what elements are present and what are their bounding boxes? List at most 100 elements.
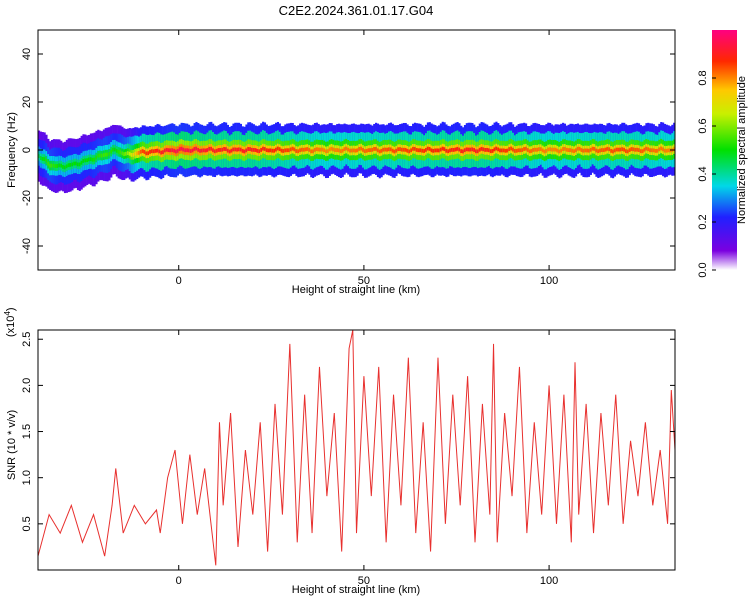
snr-x-tick-label: 0: [176, 575, 182, 587]
spectrogram-cell: [641, 149, 644, 154]
spectrogram-cell: [439, 147, 442, 152]
spectrogram-cell: [162, 150, 165, 155]
spectrogram-cell: [563, 146, 567, 151]
spectrogram-cell: [43, 157, 46, 162]
spectrogram-cell: [71, 162, 74, 167]
spectrogram-cell: [347, 147, 350, 152]
spectrogram-cell: [600, 148, 604, 152]
spectrogram-cell: [221, 147, 224, 152]
spectrogram-cell: [471, 147, 474, 152]
spectrogram-cell: [412, 146, 415, 151]
spectrogram-cell: [306, 147, 309, 151]
spectrogram-cell: [402, 147, 405, 152]
spectrogram-cell: [456, 146, 459, 151]
spectrogram-cell: [532, 148, 535, 152]
spectrogram-y-tick-label: -40: [21, 238, 33, 254]
spectrogram-cell: [419, 148, 422, 153]
spectrogram-cell: [139, 149, 142, 154]
spectrogram-cell: [395, 148, 398, 153]
spectrogram-cell: [565, 147, 568, 152]
spectrogram-cell: [380, 148, 383, 153]
spectrogram-cell: [465, 147, 468, 152]
spectrogram-cell: [363, 149, 367, 154]
spectrogram-cell: [41, 156, 44, 161]
spectrogram-cell: [452, 148, 455, 152]
spectrogram-cell: [552, 147, 555, 152]
snr-y-tick-label: 1.5: [21, 424, 33, 439]
colorbar-tick-label: 0.6: [697, 118, 709, 133]
spectrogram-cell: [582, 148, 585, 153]
spectrogram-cell: [150, 149, 154, 154]
spectrogram-cell: [462, 149, 465, 154]
spectrogram-panel: 0 50 100 -40 -20 0 20 40 Height of straight li…: [6, 29, 676, 296]
spectrogram-cell: [230, 148, 233, 153]
spectrogram-cell: [317, 147, 320, 152]
spectrogram-cell: [660, 146, 663, 151]
spectrogram-cell: [38, 154, 41, 159]
spectrogram-cell: [156, 148, 159, 153]
spectrogram-cell: [278, 147, 281, 152]
spectrogram-cell: [275, 147, 278, 152]
spectrogram-cell: [663, 148, 667, 153]
spectrogram-cell: [202, 148, 205, 153]
spectrogram-cell: [273, 148, 276, 153]
spectrogram-cell: [537, 147, 541, 152]
spectrogram-cell: [145, 151, 148, 156]
spectrogram-cell: [358, 146, 361, 151]
spectrogram-cell: [102, 153, 105, 158]
snr-y-tick-label: 2.5: [21, 332, 33, 347]
spectrogram-cell: [219, 148, 222, 152]
spectrogram-cell: [454, 147, 457, 152]
spectrogram-cell: [252, 147, 255, 152]
spectrogram-cell: [217, 148, 220, 152]
spectrogram-cell: [604, 147, 607, 152]
spectrogram-cell: [386, 147, 389, 152]
spectrogram-cell: [47, 161, 50, 166]
spectrogram-cell: [400, 147, 404, 152]
colorbar-tick-label: 0.4: [697, 166, 709, 181]
spectrogram-cell: [673, 147, 675, 152]
spectrogram-cell: [356, 148, 359, 153]
spectrogram-cell: [287, 148, 291, 153]
spectrogram-cell: [289, 147, 292, 152]
spectrogram-cell: [169, 148, 172, 153]
spectrogram-cell: [125, 151, 128, 156]
spectrogram-cell: [234, 147, 237, 152]
spectrogram-cell: [208, 146, 211, 151]
spectrogram-cell: [558, 149, 561, 154]
spectrogram-cell: [212, 148, 215, 153]
spectrogram-cell: [78, 162, 81, 167]
spectrogram-cell: [434, 148, 437, 153]
spectrogram-cell: [650, 148, 654, 153]
spectrogram-cell: [91, 157, 94, 162]
spectrogram-cell: [649, 148, 652, 153]
spectrogram-cell: [534, 147, 537, 152]
spectrogram-cell: [295, 149, 298, 153]
spectrogram-cell: [93, 157, 96, 162]
spectrogram-y-tick-label: 40: [21, 48, 33, 60]
spectrogram-cell: [160, 150, 163, 155]
spectrogram-cell: [262, 146, 265, 151]
spectrogram-cell: [526, 148, 530, 152]
spectrogram-x-tick-label: 100: [540, 275, 558, 287]
spectrogram-cell: [513, 148, 517, 153]
spectrogram-cell: [167, 148, 170, 153]
spectrogram-cell: [387, 147, 391, 152]
spectrogram-cell: [369, 148, 372, 153]
snr-y-tick-label: 1.0: [21, 470, 33, 485]
spectrogram-cell: [654, 148, 657, 153]
spectrogram-cell: [608, 147, 611, 152]
spectrogram-cell: [375, 146, 378, 151]
spectrogram-cell: [319, 147, 322, 152]
spectrogram-cell: [484, 147, 487, 152]
spectrogram-cell: [326, 149, 330, 153]
spectrogram-cell: [615, 147, 618, 152]
spectrogram-cell: [284, 148, 287, 153]
spectrogram-cell: [500, 148, 504, 153]
snr-y-ticks: 0.5 1.0 1.5 2.0 2.5: [21, 332, 675, 531]
snr-multiplier: (x104): [3, 307, 17, 337]
spectrogram-y-tick-label: 20: [21, 96, 33, 108]
spectrogram-cell: [378, 149, 381, 154]
spectrogram-cell: [554, 147, 557, 152]
spectrogram-cell: [89, 157, 92, 162]
